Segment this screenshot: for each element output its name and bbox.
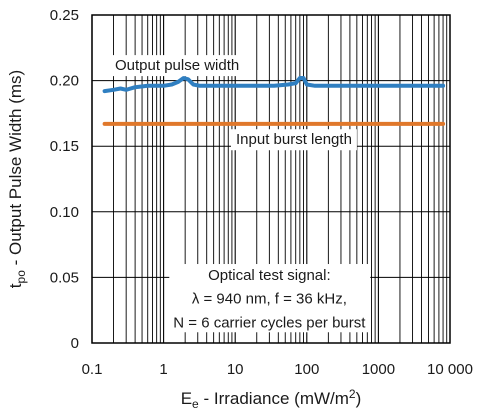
y-tick-label: 0.10 bbox=[50, 204, 79, 221]
series bbox=[102, 76, 446, 126]
test-signal-note-bg bbox=[169, 264, 371, 333]
x-axis-title: Ee - Irradiance (mW/m2) bbox=[181, 387, 362, 411]
plot-frame bbox=[91, 14, 451, 344]
annotation-input: Input burst length bbox=[231, 129, 357, 151]
test-signal-note: Optical test signal: λ = 940 nm, f = 36 … bbox=[169, 264, 371, 333]
y-axis-title: tpo - Output Pulse Width (ms) bbox=[6, 70, 28, 288]
note-line: λ = 940 nm, f = 36 kHz, bbox=[192, 291, 347, 308]
note-line: N = 6 carrier cycles per burst bbox=[173, 314, 366, 331]
x-tick-label: 1 bbox=[159, 361, 167, 378]
annotation-input-bg bbox=[231, 129, 357, 151]
y-tick-label: 0.20 bbox=[50, 73, 79, 90]
y-tick-label: 0.15 bbox=[50, 138, 79, 155]
annotation-input-text: Input burst length bbox=[236, 131, 352, 148]
x-tick-label: 100 bbox=[294, 361, 319, 378]
annotation-output: Output pulse width bbox=[110, 55, 245, 77]
annotation-output-bg bbox=[110, 55, 245, 77]
y-tick-label: 0.25 bbox=[50, 7, 79, 24]
series-line-0 bbox=[102, 76, 446, 94]
y-tick-label: 0 bbox=[71, 335, 79, 352]
x-tick-label: 1000 bbox=[362, 361, 395, 378]
note-line: Optical test signal: bbox=[208, 267, 331, 284]
x-tick-label: 10 000 bbox=[427, 361, 473, 378]
ticks: 0.1 1 10 100 1000 10 000 0 0.05 0.10 0.15 0.20 0.25 bbox=[50, 7, 473, 378]
x-tick-label: 10 bbox=[227, 361, 244, 378]
x-tick-label: 0.1 bbox=[82, 361, 103, 378]
y-tick-label: 0.05 bbox=[50, 269, 79, 286]
annotation-output-text: Output pulse width bbox=[115, 57, 239, 74]
